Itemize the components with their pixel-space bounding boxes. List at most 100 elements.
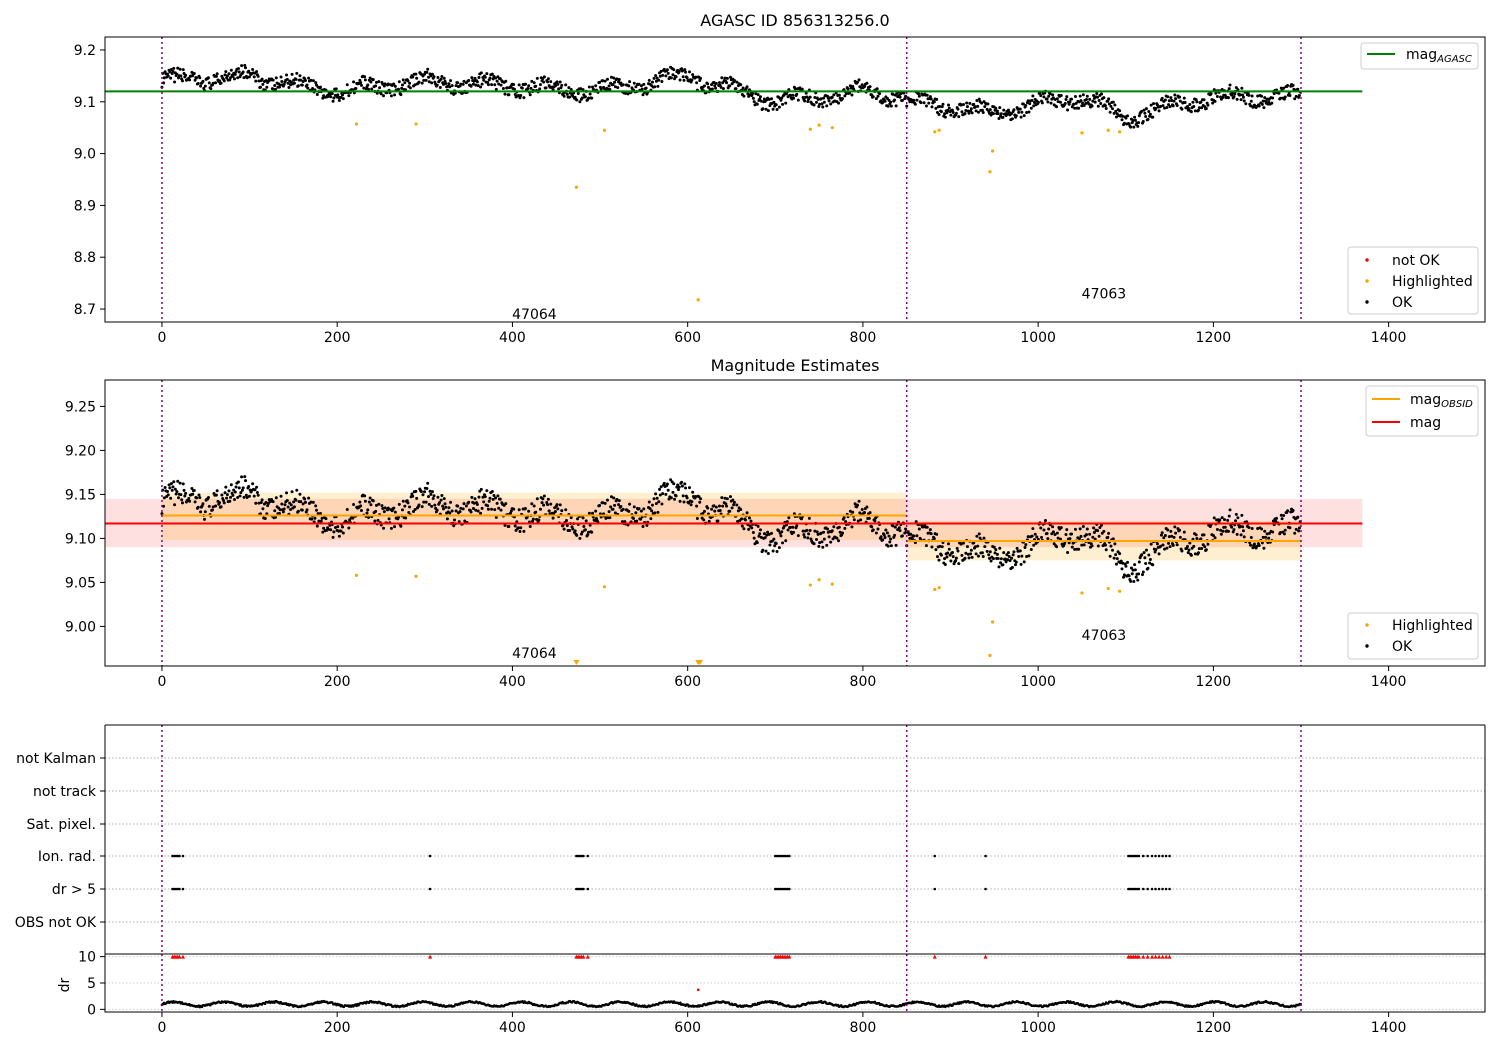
ok-point bbox=[1146, 117, 1150, 121]
ok-point bbox=[687, 501, 691, 505]
ok-point bbox=[1056, 100, 1060, 104]
ok-point bbox=[1152, 102, 1156, 106]
ok-point bbox=[173, 80, 177, 84]
ok-point bbox=[368, 496, 372, 500]
ok-point bbox=[1132, 125, 1136, 129]
ok-point bbox=[935, 555, 939, 559]
ok-point bbox=[467, 78, 471, 82]
ok-point bbox=[937, 558, 941, 562]
ok-point bbox=[282, 82, 286, 86]
ok-point bbox=[454, 509, 458, 513]
ok-point bbox=[870, 525, 874, 529]
ok-point bbox=[370, 87, 374, 91]
ok-point bbox=[255, 485, 259, 489]
ok-point bbox=[393, 510, 397, 514]
ok-point bbox=[1111, 100, 1115, 104]
ok-point bbox=[383, 506, 387, 510]
ok-point bbox=[436, 76, 440, 80]
ok-point bbox=[184, 491, 188, 495]
ok-point bbox=[397, 80, 401, 84]
dr-axis-label: dr bbox=[57, 977, 73, 992]
ok-point bbox=[613, 80, 617, 84]
ok-point bbox=[544, 86, 548, 90]
ok-point bbox=[660, 80, 664, 84]
ok-point bbox=[1088, 97, 1092, 101]
ok-point bbox=[1047, 527, 1051, 531]
ok-point bbox=[341, 93, 345, 97]
ok-point bbox=[1250, 527, 1254, 531]
ok-point bbox=[337, 534, 341, 538]
ok-point bbox=[392, 506, 396, 510]
ok-point bbox=[884, 528, 888, 532]
ok-point bbox=[999, 557, 1003, 561]
ok-point bbox=[616, 86, 620, 90]
ok-point bbox=[438, 501, 442, 505]
ok-point bbox=[496, 494, 500, 498]
ok-point bbox=[1073, 106, 1077, 110]
ok-point bbox=[782, 524, 786, 528]
ok-point bbox=[680, 67, 684, 71]
ok-point bbox=[673, 497, 677, 501]
flag-category-label: not track bbox=[33, 784, 97, 800]
ok-point bbox=[330, 92, 334, 96]
ok-point bbox=[229, 495, 233, 499]
ok-point bbox=[1294, 94, 1298, 98]
ok-point bbox=[1157, 109, 1161, 113]
ok-point bbox=[792, 96, 796, 100]
ok-point bbox=[486, 504, 490, 508]
ok-point bbox=[1066, 108, 1070, 112]
ok-point bbox=[492, 493, 496, 497]
ok-point bbox=[876, 527, 880, 531]
ok-point bbox=[717, 504, 721, 508]
ok-point bbox=[278, 508, 282, 512]
ok-point bbox=[1045, 97, 1049, 101]
ok-point bbox=[1079, 99, 1083, 103]
ok-point bbox=[421, 493, 425, 497]
ok-point bbox=[575, 533, 579, 537]
ok-point bbox=[807, 532, 811, 536]
ok-point bbox=[583, 95, 587, 99]
ok-point bbox=[1174, 97, 1178, 101]
ok-point bbox=[237, 486, 241, 490]
ok-point bbox=[940, 105, 944, 109]
ok-point bbox=[1055, 531, 1059, 535]
ok-point bbox=[504, 79, 508, 83]
ok-point bbox=[309, 78, 313, 82]
ok-point bbox=[868, 511, 872, 515]
ok-point bbox=[1077, 106, 1081, 110]
ok-point bbox=[1219, 528, 1223, 532]
ok-point bbox=[1111, 537, 1115, 541]
ok-point bbox=[214, 504, 218, 508]
ok-point bbox=[601, 79, 605, 83]
ok-point bbox=[571, 527, 575, 531]
highlighted-point bbox=[1118, 589, 1122, 593]
ok-point bbox=[497, 506, 501, 510]
ok-point bbox=[1082, 104, 1086, 108]
ok-point bbox=[655, 76, 659, 80]
ok-point bbox=[742, 94, 746, 98]
ok-point bbox=[1180, 107, 1184, 111]
ok-point bbox=[647, 78, 651, 82]
ok-point bbox=[878, 92, 882, 96]
ok-point bbox=[363, 75, 367, 79]
ok-point bbox=[1126, 560, 1130, 564]
ok-point bbox=[292, 81, 296, 85]
ok-point bbox=[591, 511, 595, 515]
ok-point bbox=[1115, 557, 1119, 561]
ok-point bbox=[256, 74, 260, 78]
ok-point bbox=[925, 93, 929, 97]
y-tick-label: 5 bbox=[87, 976, 96, 992]
ok-point bbox=[1148, 561, 1152, 565]
ok-point bbox=[1024, 543, 1028, 547]
ok-point bbox=[657, 500, 661, 504]
ok-point bbox=[1120, 118, 1124, 122]
ok-point bbox=[1230, 525, 1234, 529]
ok-point bbox=[802, 533, 806, 537]
ok-point bbox=[609, 495, 613, 499]
ok-point bbox=[684, 70, 688, 74]
ok-point bbox=[876, 94, 880, 98]
x-tick-label: 1400 bbox=[1371, 1020, 1407, 1036]
x-tick-label: 1000 bbox=[1020, 330, 1056, 346]
ok-point bbox=[1267, 536, 1271, 540]
